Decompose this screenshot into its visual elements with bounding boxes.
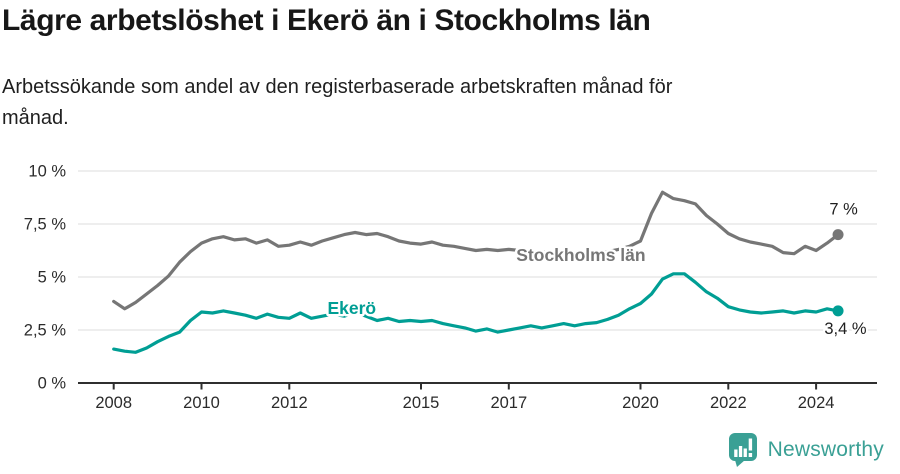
y-axis-tick-label: 0 % (38, 375, 67, 393)
chart-title: Lägre arbetslöshet i Ekerö än i Stockhol… (2, 4, 651, 37)
x-axis-tick-label: 2008 (95, 394, 132, 412)
y-axis-tick-label: 2,5 % (24, 322, 67, 340)
logo-bubble-tail (734, 460, 745, 467)
eker--end-dot (832, 305, 844, 317)
logo-exclamation-bar (748, 438, 752, 451)
stockholms-l-n-end-value-label: 7 % (829, 200, 858, 218)
chart-subtitle: Arbetssökande som andel av den registerb… (2, 72, 672, 134)
x-axis-tick-label: 2017 (490, 394, 527, 412)
logo-bubble (728, 433, 757, 461)
logo-bar-2 (738, 446, 742, 457)
subtitle-line-2: månad. (2, 107, 69, 129)
stockholms-l-n-line (112, 190, 840, 311)
x-axis-tick-label: 2010 (183, 394, 220, 412)
y-axis-tick-label: 7,5 % (24, 216, 67, 234)
y-axis-tick-label: 10 % (28, 163, 66, 181)
logo-bar-1 (733, 449, 738, 457)
logo-exclamation-dot (748, 453, 752, 457)
y-axis-tick-label: 5 % (38, 269, 67, 287)
logo-bar-3 (743, 448, 747, 457)
x-axis-tick-label: 2022 (710, 394, 747, 412)
x-axis-tick-label: 2020 (622, 394, 659, 412)
brand-footer: Newsworthy (728, 432, 884, 468)
stockholms-l-n-end-dot (832, 229, 844, 241)
subtitle-line-1: Arbetssökande som andel av den registerb… (2, 76, 673, 98)
stockholms-l-n-series-label: Stockholms län (516, 245, 645, 265)
eker--series-label: Ekerö (327, 298, 376, 318)
x-axis-tick-label: 2012 (271, 394, 308, 412)
x-axis-tick-label: 2015 (403, 394, 440, 412)
newsworthy-logo-icon (728, 433, 757, 467)
x-axis-tick-label: 2024 (798, 394, 835, 412)
brand-name: Newsworthy (767, 438, 884, 461)
eker--line (112, 272, 840, 354)
eker--end-value-label: 3,4 % (824, 320, 867, 338)
line-chart: 10 % 7,5 % 5 % 2,5 % 0 % 2008 2010 2012 2015 2017… (24, 163, 877, 412)
